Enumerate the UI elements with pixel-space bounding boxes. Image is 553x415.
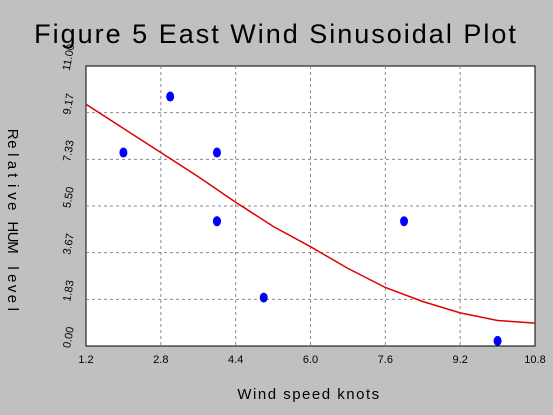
data-point [400,216,409,227]
data-point [119,147,128,158]
y-axis-label-glyph: l [4,308,21,313]
y-axis-label-glyph: U [4,232,21,244]
y-axis-label-glyph: l [4,266,21,271]
data-point [493,335,502,346]
x-tick-label: 9.2 [453,354,468,366]
y-tick-label: 11.00 [61,43,77,71]
chart-title: Figure 5 East Wind Sinusoidal Plot [34,19,518,49]
y-axis-label-glyph: t [4,173,21,179]
x-tick-label: 4.4 [228,354,243,366]
y-tick-label: 0.00 [61,326,77,349]
x-axis-ticks: 1.2 2.8 4.4 6.0 7.6 9.2 10.8 [78,354,545,366]
x-axis-label: Wind speed knots [237,386,380,403]
y-axis-label-glyph: i [4,184,21,189]
y-axis-label-glyph: H [4,221,21,233]
y-axis-label-glyph: v [4,285,21,294]
data-point [166,91,175,102]
x-tick-label: 6.0 [303,354,318,366]
x-tick-label: 2.8 [153,354,168,366]
y-axis-label-glyph: e [4,140,21,150]
y-axis-label-glyph: e [4,202,21,212]
data-point [212,216,221,227]
y-tick-label: 7.33 [61,139,77,162]
y-axis-label-glyph: e [4,274,21,284]
y-tick-label: 1.83 [61,279,77,302]
trend-line-layer [85,103,536,324]
x-tick-label: 7.6 [378,354,393,366]
trend-line [85,103,536,324]
grid [86,66,535,346]
scatter-points [119,91,502,346]
x-tick-label: 1.2 [78,354,93,366]
y-tick-label: 9.17 [61,92,77,115]
y-axis-label-glyph: a [4,161,21,171]
y-tick-label: 5.50 [61,186,77,209]
y-axis-label-glyph: e [4,295,21,305]
y-axis-label-glyph: l [4,153,21,158]
y-axis-label-glyph: M [4,241,21,255]
y-axis-ticks: 0.00 1.83 3.67 5.50 7.33 9.17 11.00 [61,43,77,349]
data-point [212,147,221,158]
data-point [259,292,268,303]
x-tick-label: 10.8 [524,354,545,366]
y-axis-label-glyph: v [4,192,21,201]
y-axis-label-glyph: R [4,129,21,141]
y-tick-label: 3.67 [61,232,77,255]
